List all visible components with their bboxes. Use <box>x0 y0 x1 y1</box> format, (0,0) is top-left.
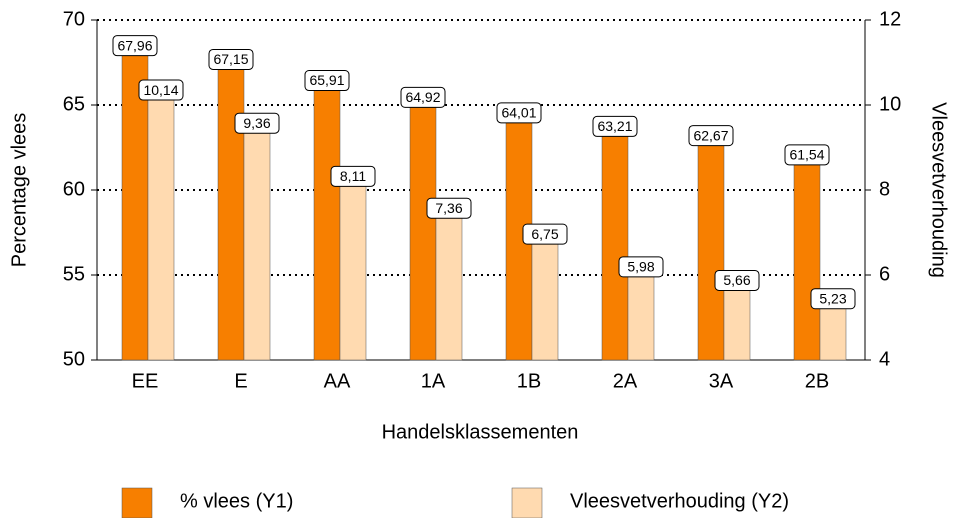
value-label: 5,98 <box>627 259 654 275</box>
y2-tick-label: 10 <box>879 93 901 115</box>
value-label: 63,21 <box>597 118 632 134</box>
legend-swatch <box>121 487 153 518</box>
value-label-box <box>688 125 734 147</box>
bar <box>819 307 847 361</box>
bar <box>339 185 367 361</box>
value-label: 6,75 <box>531 226 558 242</box>
value-label: 67,15 <box>213 51 248 67</box>
y2-tick-label: 12 <box>879 8 901 30</box>
value-label-box <box>330 165 376 187</box>
value-label: 5,23 <box>819 290 846 306</box>
x-tick-label: E <box>234 370 247 392</box>
legend-label: Vleesvetverhouding (Y2) <box>570 490 789 512</box>
value-label: 7,36 <box>435 200 462 216</box>
x-tick-label: 3A <box>709 370 734 392</box>
y2-tick-label: 4 <box>879 348 890 370</box>
value-label-box <box>810 288 856 310</box>
y-tick-label: 50 <box>63 348 85 370</box>
value-label: 67,96 <box>117 37 152 53</box>
bar <box>121 54 149 361</box>
value-label: 9,36 <box>243 115 270 131</box>
value-label-box <box>426 197 472 219</box>
y-tick-label: 55 <box>63 263 85 285</box>
bar <box>313 89 341 361</box>
bar <box>793 163 821 361</box>
bar <box>601 135 629 361</box>
x-tick-label: 1A <box>421 370 446 392</box>
value-label-box <box>496 102 542 124</box>
value-label-box <box>138 79 184 101</box>
y-tick-label: 60 <box>63 178 85 200</box>
x-tick-label: 2B <box>805 370 829 392</box>
value-label-box <box>618 256 664 278</box>
legend-label: % vlees (Y1) <box>180 490 293 512</box>
bar <box>147 98 175 361</box>
x-tick-label: 1B <box>517 370 541 392</box>
value-label: 5,66 <box>723 272 750 288</box>
bar <box>409 106 437 361</box>
y2-tick-label: 8 <box>879 178 890 200</box>
y-axis-label: Percentage vlees <box>8 113 30 268</box>
bar <box>217 68 245 361</box>
y-tick-label: 65 <box>63 93 85 115</box>
legend-swatch <box>511 487 543 518</box>
x-axis-label: Handelsklassementen <box>382 421 579 443</box>
bar <box>435 216 463 361</box>
value-label: 62,67 <box>693 127 728 143</box>
value-label: 8,11 <box>340 168 366 184</box>
value-label-box <box>592 115 638 137</box>
value-label-box <box>234 112 280 134</box>
x-tick-label: EE <box>132 370 159 392</box>
value-label-box <box>714 269 760 291</box>
y-tick-label: 70 <box>63 8 85 30</box>
x-tick-label: AA <box>324 370 351 392</box>
x-tick-label: 2A <box>613 370 638 392</box>
value-label-box <box>304 70 350 92</box>
value-label: 10,14 <box>143 82 178 98</box>
bar <box>531 242 559 361</box>
y2-axis-label: Vleesvetverhouding <box>928 102 950 278</box>
value-label: 64,01 <box>501 105 536 121</box>
value-label-box <box>522 223 568 245</box>
bar <box>723 289 751 361</box>
value-label-box <box>400 86 446 108</box>
value-label: 65,91 <box>309 72 344 88</box>
bar <box>697 144 725 361</box>
value-label-box <box>112 35 158 57</box>
bar <box>627 275 655 361</box>
value-label-box <box>784 144 830 166</box>
value-label: 64,92 <box>405 89 440 105</box>
bar <box>243 131 271 361</box>
value-label: 61,54 <box>789 147 824 163</box>
y2-tick-label: 6 <box>879 263 890 285</box>
value-label-box <box>208 48 254 70</box>
